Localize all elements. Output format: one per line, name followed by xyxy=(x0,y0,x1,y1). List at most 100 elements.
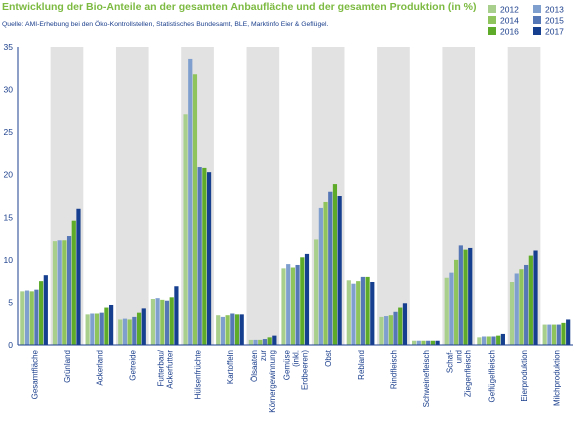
bar xyxy=(533,250,538,345)
bar xyxy=(239,314,244,345)
bar xyxy=(104,307,109,345)
bar xyxy=(127,319,132,345)
bar xyxy=(509,281,515,345)
x-tick-label: Schweinefleisch xyxy=(422,350,431,407)
bar xyxy=(463,249,468,345)
bar xyxy=(262,339,268,345)
bar xyxy=(24,290,30,345)
bar xyxy=(421,340,426,345)
category-band xyxy=(377,47,410,345)
bar xyxy=(85,314,90,345)
y-tick-label: 0 xyxy=(8,340,13,350)
bar xyxy=(272,335,277,345)
bar xyxy=(365,276,370,345)
legend-label: 2012 xyxy=(500,5,519,15)
legend: 2012 2013 2014 2015 2016 2017 xyxy=(488,5,564,37)
bar xyxy=(34,289,39,345)
x-tick-labels: Gesamtfläche Grünland Ackerland Getreide Fut… xyxy=(30,349,561,412)
bar xyxy=(52,241,58,345)
bar xyxy=(496,335,501,345)
bar xyxy=(314,239,319,345)
y-tick-label: 10 xyxy=(4,255,14,265)
y-tick-label: 5 xyxy=(8,297,13,307)
bar xyxy=(20,291,25,345)
bar xyxy=(155,298,160,345)
x-tick-label: Grünland xyxy=(63,350,72,383)
bar xyxy=(318,207,323,345)
bar xyxy=(304,253,310,345)
bar xyxy=(449,272,454,345)
bar xyxy=(430,340,435,345)
bar xyxy=(351,283,356,345)
y-tick-label: 20 xyxy=(4,170,14,180)
bar xyxy=(136,312,142,345)
bar xyxy=(566,319,571,345)
bar xyxy=(71,220,76,345)
x-tick-label: Gemüse(inkl.Erdbeeren) xyxy=(283,349,310,390)
legend-label: 2017 xyxy=(545,27,564,37)
x-tick-label: Obst xyxy=(324,349,333,367)
category-band xyxy=(246,47,280,345)
x-tick-label: Ackerland xyxy=(96,350,105,386)
bar-series xyxy=(20,58,571,346)
bar xyxy=(561,322,566,345)
bar xyxy=(337,196,342,345)
x-tick-label: ÖlsaatenzurKörnergewinnung xyxy=(250,350,277,413)
x-tick-label: Getreide xyxy=(128,349,137,380)
legend-swatch xyxy=(533,16,541,24)
bar xyxy=(118,319,123,345)
bar xyxy=(248,339,253,345)
bar xyxy=(426,340,431,345)
bar xyxy=(62,240,67,345)
bar xyxy=(192,74,198,345)
bar xyxy=(491,336,496,345)
bar xyxy=(164,300,170,345)
bar xyxy=(295,264,300,345)
bar xyxy=(225,315,230,345)
x-tick-label: Hülsenfrüchte xyxy=(194,349,203,399)
bar xyxy=(216,315,221,345)
bar xyxy=(122,318,128,345)
bar xyxy=(547,324,552,345)
bar xyxy=(328,191,333,345)
bar xyxy=(542,324,547,345)
bar xyxy=(458,245,463,345)
x-tick-label: Schaf-undZiegenfleisch xyxy=(446,350,473,397)
bar xyxy=(160,299,165,345)
legend-label: 2014 xyxy=(500,16,519,26)
y-tick-label: 30 xyxy=(4,85,14,95)
bar xyxy=(444,277,449,345)
bar xyxy=(230,313,235,345)
bar xyxy=(76,208,81,345)
bar xyxy=(169,297,174,345)
bar xyxy=(411,340,417,345)
bar xyxy=(150,299,156,345)
legend-label: 2015 xyxy=(545,16,564,26)
bar xyxy=(519,269,524,345)
axes xyxy=(17,47,573,346)
bar xyxy=(398,307,403,345)
bar xyxy=(514,273,519,345)
bar xyxy=(481,336,487,345)
bar xyxy=(132,316,137,345)
bar xyxy=(183,114,188,345)
bar xyxy=(267,337,272,345)
x-tick-label: Gesamtfläche xyxy=(30,349,39,399)
bar xyxy=(370,281,375,345)
category-band xyxy=(115,47,149,345)
bar xyxy=(253,339,258,345)
x-tick-label: Rebland xyxy=(357,350,366,380)
bar xyxy=(290,267,295,345)
bar xyxy=(393,311,398,345)
bar xyxy=(323,201,328,345)
bar xyxy=(39,281,44,345)
bar xyxy=(234,314,240,345)
bar xyxy=(556,324,561,345)
bar xyxy=(402,303,408,345)
chart-title: Entwicklung der Bio-Anteile an der gesam… xyxy=(2,1,477,13)
bar xyxy=(57,240,62,345)
x-tick-label: Milchproduktion xyxy=(553,350,562,406)
x-tick-label: Geflügelfleisch xyxy=(487,350,496,402)
bar xyxy=(468,247,473,345)
